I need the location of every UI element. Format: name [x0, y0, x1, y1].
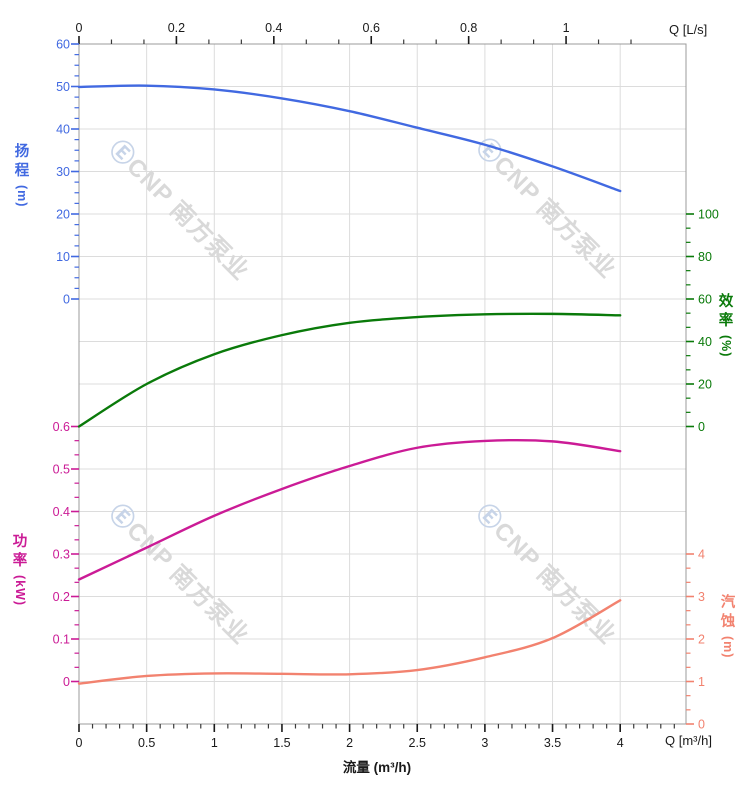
tick-label: 40	[56, 123, 70, 137]
tick-label: 2	[346, 736, 353, 750]
tick-label: 3	[481, 736, 488, 750]
tick-label: 0	[76, 21, 83, 35]
tick-label: 10	[56, 250, 70, 264]
tick-label: 0.2	[168, 21, 185, 35]
tick-label: 3	[698, 590, 705, 604]
tick-label: 0.1	[53, 633, 70, 647]
tick-label: 20	[56, 208, 70, 222]
cnp-watermark: ⒺCNP 南方泵业	[104, 135, 255, 286]
tick-label: 80	[698, 250, 712, 264]
tick-label: 1	[698, 675, 705, 689]
curve-power	[77, 438, 622, 581]
tick-label: 0.6	[363, 21, 380, 35]
tick-label: 0	[698, 420, 705, 434]
tick-label: 0.4	[265, 21, 282, 35]
flow-axis-title: 流量 (m³/h)	[342, 760, 412, 775]
tick-label: 40	[698, 335, 712, 349]
tick-label: 0.2	[53, 590, 70, 604]
curve-npsh	[77, 599, 622, 685]
head-axis-unit: (m)	[15, 184, 30, 208]
tick-label: 60	[56, 38, 70, 52]
tick-label: 4	[617, 736, 624, 750]
head-axis-title: 扬程 (m)	[10, 143, 34, 207]
tick-label: 60	[698, 293, 712, 307]
tick-label: 4	[698, 548, 705, 562]
npsh-axis-name: 汽蚀	[720, 595, 736, 630]
tick-label: 0	[76, 736, 83, 750]
tick-label: 1.5	[273, 736, 290, 750]
watermark-layer: ⒺCNP 南方泵业 ⒺCNP 南方泵业 ⒺCNP 南方泵业 ⒺCNP 南方泵业	[104, 133, 622, 650]
tick-label: 20	[698, 378, 712, 392]
head-axis: 60 50 40 30 20 10 0	[56, 38, 79, 307]
power-axis-unit: (kW)	[13, 574, 28, 606]
tick-label: 1	[211, 736, 218, 750]
bottom-axis: 0 0.5 1 1.5 2 2.5 3 3.5 4	[76, 724, 675, 750]
efficiency-axis-name: 效率	[718, 294, 734, 329]
top-axis-corner-label: Q [L/s]	[669, 22, 708, 37]
cnp-watermark: ⒺCNP 南方泵业	[471, 499, 622, 650]
tick-label: 2	[698, 633, 705, 647]
tick-label: 0.3	[53, 548, 70, 562]
head-axis-name: 扬程	[14, 144, 30, 179]
bottom-axis-corner-label: Q [m³/h]	[665, 733, 712, 748]
tick-label: 30	[56, 165, 70, 179]
tick-label: 0.5	[138, 736, 155, 750]
power-axis: 0.6 0.5 0.4 0.3 0.2 0.1 0	[53, 420, 79, 689]
tick-label: 0	[698, 718, 705, 732]
tick-label: 2.5	[409, 736, 426, 750]
top-axis: 0 0.2 0.4 0.6 0.8 1	[76, 21, 632, 44]
power-axis-name: 功率	[12, 534, 28, 569]
npsh-axis-unit: (m)	[721, 635, 736, 659]
tick-label: 50	[56, 80, 70, 94]
tick-label: 3.5	[544, 736, 561, 750]
npsh-axis: 4 3 2 1 0	[686, 548, 705, 732]
cnp-watermark: ⒺCNP 南方泵业	[471, 133, 622, 284]
tick-label: 0.6	[53, 420, 70, 434]
power-axis-title: 功率 (kW)	[8, 533, 32, 606]
tick-label: 1	[563, 21, 570, 35]
efficiency-axis: 100 80 60 40 20 0	[686, 208, 719, 434]
tick-label: 100	[698, 208, 719, 222]
gridlines	[79, 44, 686, 724]
curve-head	[77, 84, 622, 193]
cnp-watermark: ⒺCNP 南方泵业	[104, 499, 255, 650]
npsh-axis-title: 汽蚀 (m)	[716, 594, 740, 658]
efficiency-axis-title: 效率 (%)	[714, 293, 738, 357]
tick-label: 0	[63, 675, 70, 689]
curve-efficiency	[77, 312, 622, 428]
tick-label: 0.8	[460, 21, 477, 35]
tick-label: 0.4	[53, 505, 70, 519]
curves	[77, 84, 622, 685]
tick-label: 0	[63, 293, 70, 307]
efficiency-axis-unit: (%)	[719, 334, 734, 358]
tick-label: 0.5	[53, 463, 70, 477]
